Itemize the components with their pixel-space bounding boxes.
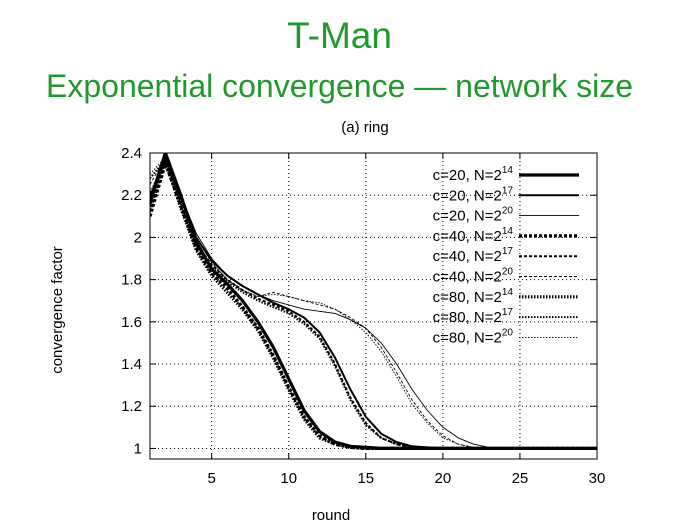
series-layer xyxy=(150,153,597,450)
slide-subtitle: Exponential convergence — network size xyxy=(46,68,633,104)
legend-label-7: c=80, N=214 xyxy=(433,287,514,306)
x-tick-label: 30 xyxy=(589,470,606,487)
plot-frame xyxy=(149,152,598,460)
x-tick-label: 15 xyxy=(357,470,374,487)
series-line-9 xyxy=(150,156,597,449)
y-tick-label: 2.2 xyxy=(121,187,142,204)
legend-label-8: c=80, N=217 xyxy=(433,307,514,326)
y-tick-label: 1.6 xyxy=(121,314,142,331)
series-line-5 xyxy=(150,160,597,450)
legend-label-4: c=40, N=214 xyxy=(433,226,514,245)
x-tick-label: 25 xyxy=(512,470,529,487)
legend-label-3: c=20, N=220 xyxy=(433,206,514,225)
series-line-6 xyxy=(150,156,597,449)
x-axis-label: round xyxy=(312,507,350,524)
legend-label-5: c=40, N=217 xyxy=(433,246,514,265)
tick-layer: 5 10 15 20 25 30 1 1.2 1.4 1.6 1.8 2 2.2 2.4 xyxy=(121,145,605,487)
y-tick-label: 1.8 xyxy=(121,272,142,289)
series-line-3 xyxy=(150,154,597,449)
grid-layer xyxy=(150,153,597,459)
y-tick-label: 2 xyxy=(134,229,142,246)
y-tick-label: 2.4 xyxy=(121,145,142,162)
legend-label-6: c=40, N=220 xyxy=(433,267,514,286)
y-axis-label: convergence factor xyxy=(49,246,66,374)
chart-title: (a) ring xyxy=(341,119,389,136)
legend-label-9: c=80, N=220 xyxy=(433,327,514,346)
series-line-8 xyxy=(150,158,597,450)
x-tick-label: 20 xyxy=(435,470,452,487)
x-tick-label: 10 xyxy=(280,470,297,487)
legend-label-1: c=20, N=214 xyxy=(433,165,514,184)
series-line-1 xyxy=(150,153,597,450)
slide-title: T-Man xyxy=(287,15,392,56)
series-line-7 xyxy=(150,159,597,450)
x-tick-label: 5 xyxy=(207,470,215,487)
series-line-4 xyxy=(150,162,597,450)
y-tick-label: 1.2 xyxy=(121,398,142,415)
y-tick-label: 1 xyxy=(134,440,142,457)
y-tick-label: 1.4 xyxy=(121,356,142,373)
series-line-2 xyxy=(150,154,597,450)
legend-label-2: c=20, N=217 xyxy=(433,185,514,204)
